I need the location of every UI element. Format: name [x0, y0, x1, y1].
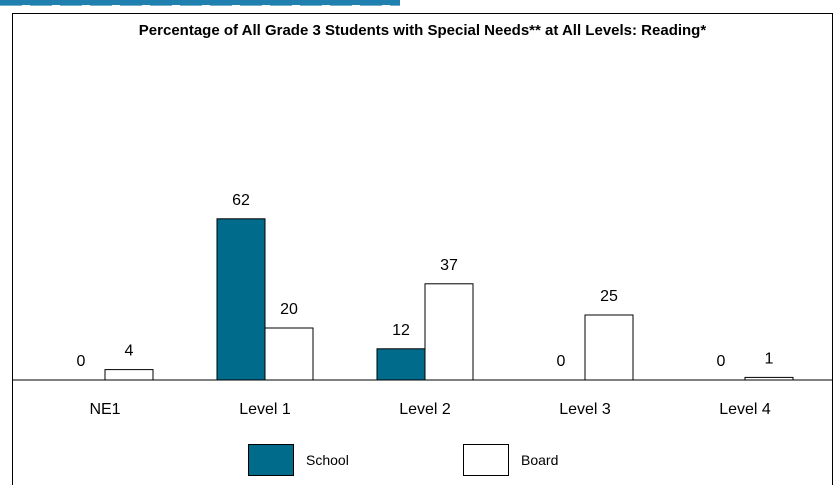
data-label-school-2: 12	[392, 322, 410, 339]
legend-label-school: School	[306, 452, 349, 468]
bar-board-0	[104, 369, 154, 381]
bar-board-2	[424, 283, 474, 381]
data-label-board-2: 37	[440, 257, 458, 274]
legend-swatch-school	[248, 444, 294, 476]
header-dots	[0, 2, 400, 6]
x-tick-label-1: Level 1	[239, 401, 291, 418]
chart-frame	[12, 13, 833, 485]
data-label-school-1: 62	[232, 192, 250, 209]
legend-label-board: Board	[521, 452, 559, 468]
legend-item-board: Board	[463, 443, 558, 477]
bar-board-1	[264, 327, 314, 381]
x-tick-label-4: Level 4	[719, 401, 771, 418]
chart-title: Percentage of All Grade 3 Students with …	[138, 22, 707, 39]
data-label-board-0: 4	[125, 343, 134, 360]
bar-school-2	[376, 348, 426, 381]
data-label-school-3: 0	[557, 353, 566, 370]
data-label-board-1: 20	[280, 301, 298, 318]
legend-swatch-board	[463, 444, 509, 476]
legend-item-school: School	[248, 443, 349, 477]
bar-school-1	[216, 218, 266, 381]
data-label-board-3: 25	[600, 288, 618, 305]
data-label-board-4: 1	[765, 350, 774, 367]
x-tick-label-0: NE1	[89, 401, 120, 418]
data-label-school-4: 0	[717, 353, 726, 370]
data-label-school-0: 0	[77, 353, 86, 370]
x-tick-label-2: Level 2	[399, 401, 451, 418]
x-tick-label-3: Level 3	[559, 401, 611, 418]
header-decoration	[0, 0, 837, 14]
bar-board-3	[584, 314, 634, 381]
